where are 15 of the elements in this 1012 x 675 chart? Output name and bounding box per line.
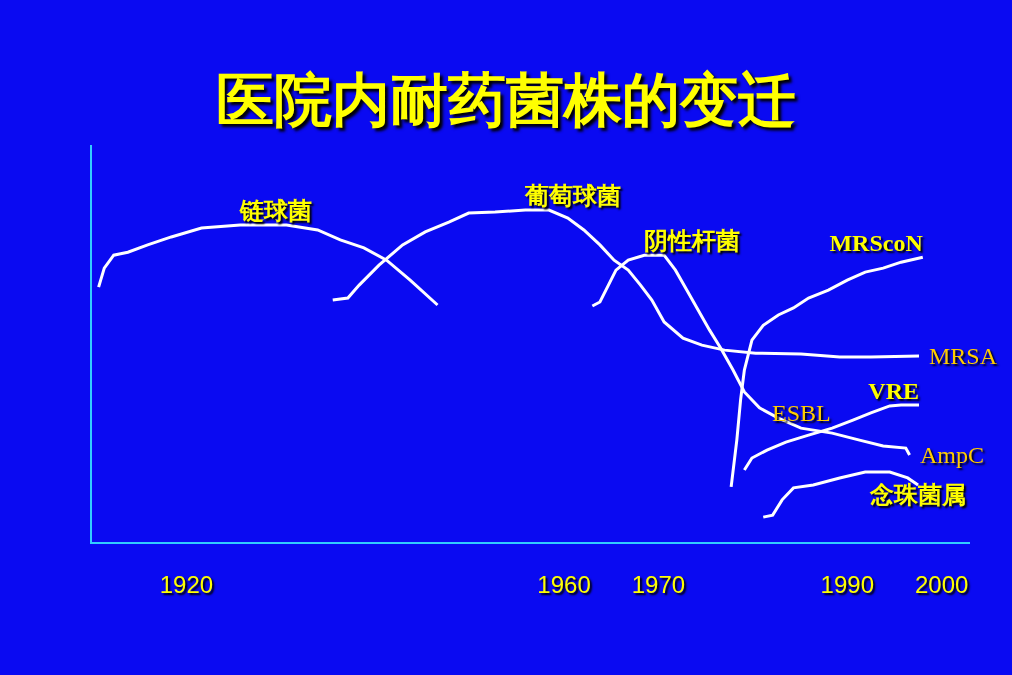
x-tick-label: 1960 xyxy=(537,570,591,598)
x-tick-label: 1990 xyxy=(820,570,874,598)
annotation: ESBL xyxy=(772,400,831,426)
annotation: AmpC xyxy=(920,442,985,468)
series-label: VRE xyxy=(868,377,920,404)
x-tick-label: 2000 xyxy=(914,570,969,598)
x-tick-label: 1970 xyxy=(631,570,686,598)
series-label: 阴性杆菌 xyxy=(644,227,741,256)
x-tick-label: 1920 xyxy=(159,570,214,598)
series-label: 葡萄球菌 xyxy=(524,182,622,211)
series-label: 念珠菌属 xyxy=(869,480,967,509)
chart-title: 医院内耐药菌株的变迁 xyxy=(216,66,796,135)
series-label: 链球菌 xyxy=(239,197,313,225)
annotation: MRSA xyxy=(929,343,998,369)
series-label: MRScoN xyxy=(829,230,924,257)
